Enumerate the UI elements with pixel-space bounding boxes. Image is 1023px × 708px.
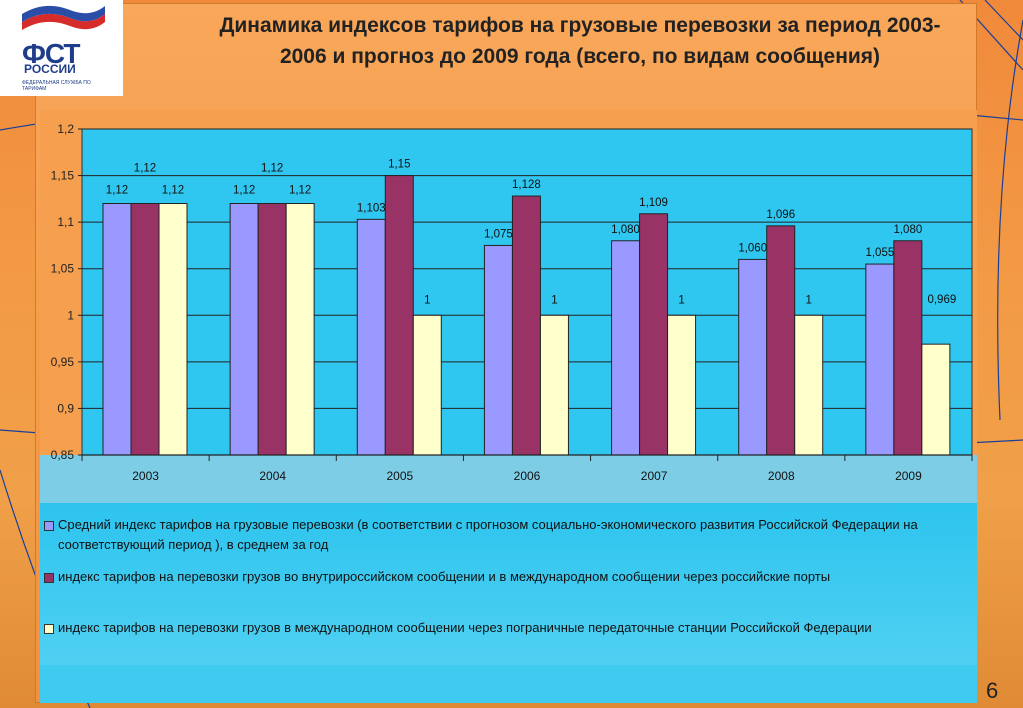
- bar-series3-2008: [794, 314, 824, 456]
- x-axis-band: [40, 455, 977, 503]
- data-label-series3-2004: 1,12: [289, 185, 311, 197]
- bar-series2-2004: [257, 203, 287, 456]
- logo-abbr: ФСТ: [22, 38, 81, 69]
- x-tick-label: 2006: [514, 469, 541, 483]
- y-tick-label: 1,05: [51, 262, 75, 276]
- data-label-series1-2004: 1,12: [233, 185, 255, 197]
- data-label-series3-2008: 1: [806, 294, 812, 306]
- bar-series1-2005: [356, 218, 386, 456]
- data-label-series2-2007: 1,109: [639, 197, 668, 209]
- data-label-series3-2003: 1,12: [162, 185, 184, 197]
- x-tick-label: 2009: [895, 469, 922, 483]
- y-tick-label: 0,85: [51, 448, 75, 462]
- data-label-series1-2005: 1,103: [357, 202, 386, 214]
- bar-series1-2004: [229, 203, 259, 456]
- bar-series2-2009: [893, 240, 923, 456]
- legend-label-series2: индекс тарифов на перевозки грузов во вн…: [58, 569, 831, 584]
- y-tick-label: 1,2: [57, 122, 74, 136]
- y-tick-label: 1,15: [51, 169, 75, 183]
- y-tick-label: 0,95: [51, 355, 75, 369]
- legend-swatch-series1: [44, 521, 54, 531]
- data-label-series2-2006: 1,128: [512, 179, 541, 191]
- bar-series1-2007: [611, 240, 641, 456]
- bar-series3-2007: [667, 314, 697, 456]
- data-label-series2-2005: 1,15: [388, 159, 410, 171]
- bar-series2-2007: [639, 213, 669, 456]
- bar-series3-2009: [921, 343, 951, 456]
- data-label-series1-2009: 1,055: [865, 247, 894, 259]
- bar-series3-2006: [539, 314, 569, 456]
- bar-series1-2003: [102, 203, 132, 456]
- legend-swatch-series3: [44, 624, 54, 634]
- x-tick-label: 2005: [387, 469, 414, 483]
- page-number: 6: [986, 678, 999, 703]
- data-label-series3-2005: 1: [424, 294, 430, 306]
- bar-series1-2006: [483, 244, 513, 456]
- legend-label-series3: индекс тарифов на перевозки грузов в меж…: [58, 620, 872, 635]
- data-label-series2-2008: 1,096: [766, 209, 795, 221]
- bar-series2-2005: [384, 175, 414, 456]
- data-label-series1-2006: 1,075: [484, 228, 513, 240]
- data-label-series3-2007: 1: [678, 294, 684, 306]
- x-tick-label: 2008: [768, 469, 795, 483]
- fst-logo: ФСТ РОССИИ ФЕДЕРАЛЬНАЯ СЛУЖБА ПО ТАРИФАМ: [0, 0, 123, 96]
- data-label-series3-2009: 0,969: [927, 294, 956, 306]
- page-title: Динамика индексов тарифов на грузовые пе…: [219, 14, 941, 68]
- y-tick-label: 1: [67, 308, 74, 322]
- bar-series1-2008: [738, 258, 768, 456]
- bar-series2-2008: [766, 225, 796, 456]
- logo-tagline: ФЕДЕРАЛЬНАЯ СЛУЖБА ПО ТАРИФАМ: [22, 80, 91, 92]
- x-tick-label: 2004: [259, 469, 286, 483]
- data-label-series2-2009: 1,080: [893, 224, 922, 236]
- x-tick-label: 2003: [132, 469, 159, 483]
- legend-label-series1: Средний индекс тарифов на грузовые перев…: [58, 517, 918, 552]
- chart-legend: Средний индекс тарифов на грузовые перев…: [40, 503, 977, 665]
- flag-icon: [22, 5, 105, 30]
- y-tick-label: 0,9: [57, 401, 74, 415]
- data-label-series2-2003: 1,12: [134, 163, 156, 175]
- data-label-series1-2003: 1,12: [106, 185, 128, 197]
- bar-series2-2006: [511, 195, 541, 456]
- data-label-series3-2006: 1: [551, 294, 557, 306]
- legend-entry-series1: Средний индекс тарифов на грузовые перев…: [44, 515, 972, 555]
- bar-series2-2003: [130, 203, 160, 456]
- bar-series3-2005: [412, 314, 442, 456]
- legend-entry-series2: индекс тарифов на перевозки грузов во вн…: [44, 567, 972, 587]
- legend-entry-series3: индекс тарифов на перевозки грузов в меж…: [44, 618, 972, 638]
- data-label-series1-2008: 1,060: [738, 242, 767, 254]
- bar-series3-2003: [158, 203, 188, 456]
- data-label-series1-2007: 1,080: [611, 224, 640, 236]
- legend-swatch-series2: [44, 573, 54, 583]
- bar-series3-2004: [285, 203, 315, 456]
- data-label-series2-2004: 1,12: [261, 163, 283, 175]
- logo-name: РОССИИ: [24, 62, 76, 76]
- y-tick-label: 1,1: [57, 215, 74, 229]
- bottom-strip: [40, 665, 977, 703]
- bar-series1-2009: [865, 263, 895, 456]
- x-tick-label: 2007: [641, 469, 668, 483]
